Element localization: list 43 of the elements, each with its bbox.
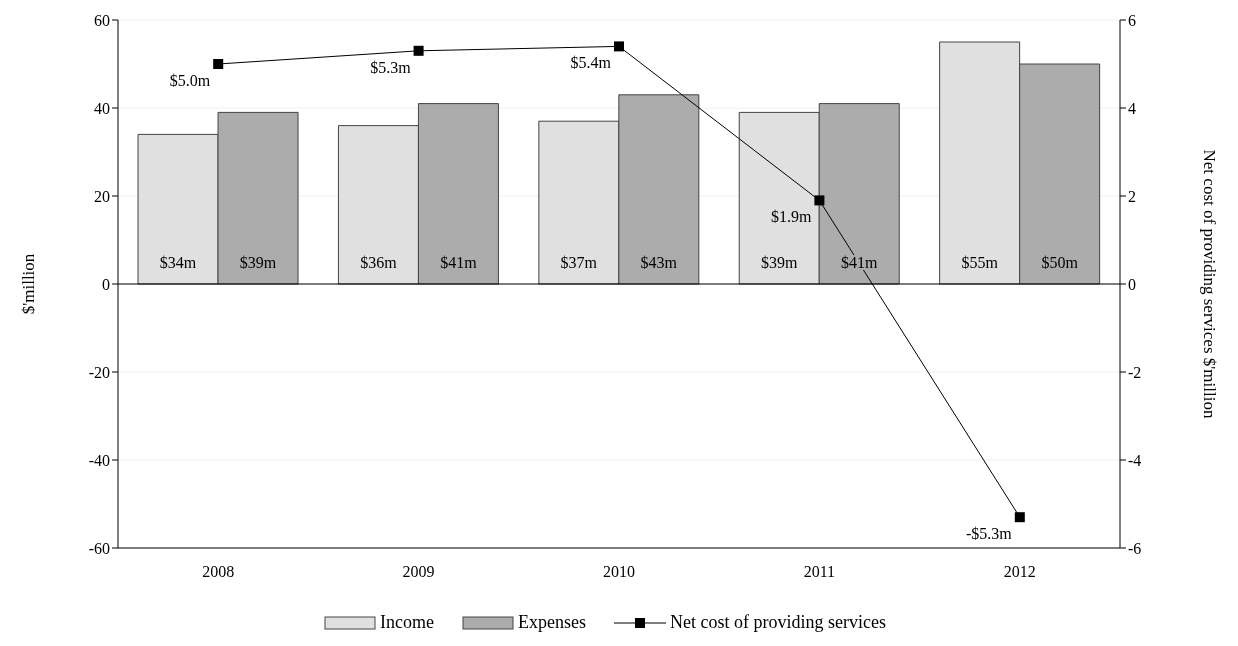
data-label: -$5.3m: [966, 525, 1013, 543]
y2-tick-label: -6: [1128, 539, 1142, 557]
y2-tick-label: -2: [1128, 363, 1142, 381]
data-label: $34m: [159, 254, 197, 271]
point: [413, 45, 424, 56]
y-axis-title: $'million: [19, 253, 39, 315]
point: [614, 41, 624, 52]
data-label: $55m: [961, 254, 999, 271]
x-tick-label: 2012: [1003, 563, 1036, 581]
x-tick-label: 2008: [202, 563, 235, 581]
y-tick-label: 40: [94, 99, 110, 117]
y2-tick-label: 4: [1128, 99, 1136, 117]
data-label: $43m: [640, 254, 678, 271]
data-label: $41m: [440, 254, 478, 271]
y2-tick-label: 0: [1128, 275, 1136, 293]
data-label: $39m: [761, 254, 799, 271]
data-label: $39m: [239, 254, 277, 271]
y-tick-label: -60: [88, 539, 110, 557]
y-tick-label: -20: [88, 363, 110, 381]
y2-tick-label: -4: [1128, 451, 1142, 469]
y-tick-label: 60: [94, 11, 110, 29]
data-label: $37m: [560, 254, 598, 271]
legend-label: Expenses: [518, 612, 586, 633]
data-label: $1.9m: [770, 208, 812, 226]
y2-tick-label: 6: [1128, 11, 1136, 29]
y2-axis-title: Net cost of providing services $'million: [1199, 149, 1219, 419]
y-tick-label: 20: [94, 187, 110, 205]
y-tick-label: -40: [88, 451, 110, 469]
x-tick-label: 2009: [402, 563, 435, 581]
data-label: $5.0m: [169, 72, 211, 89]
data-label: $50m: [1041, 254, 1079, 271]
point: [814, 195, 825, 206]
y2-tick-label: 2: [1128, 187, 1136, 205]
legend-label: Income: [380, 612, 435, 633]
data-label: $5.4m: [570, 54, 612, 72]
point: [1014, 512, 1025, 523]
data-label: $5.3m: [370, 58, 412, 76]
point: [213, 59, 224, 69]
legend-label: Net cost of providing services: [670, 612, 886, 633]
x-tick-label: 2011: [803, 563, 836, 581]
y-tick-label: 0: [102, 275, 110, 293]
data-label: $36m: [360, 254, 398, 271]
x-tick-label: 2010: [603, 563, 635, 581]
